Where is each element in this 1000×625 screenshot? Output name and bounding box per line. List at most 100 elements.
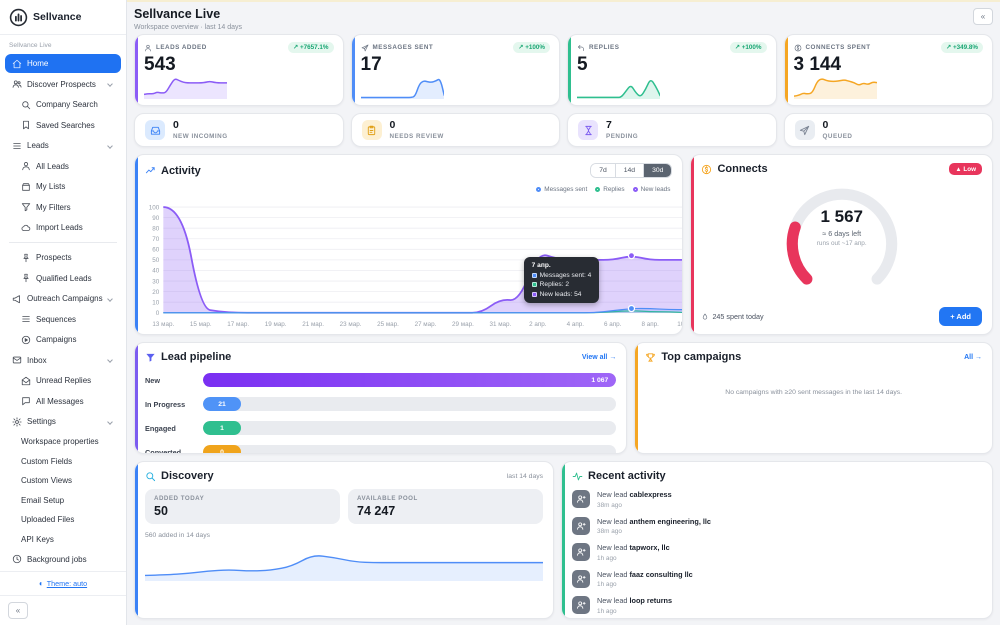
- list-icon: [12, 141, 22, 151]
- sidebar-item-uploaded-files[interactable]: Uploaded Files: [14, 511, 121, 529]
- svg-text:17 мар.: 17 мар.: [227, 321, 249, 328]
- lead-avatar-icon: [572, 516, 591, 535]
- sidebar-item-background-jobs[interactable]: Background jobs: [5, 550, 121, 569]
- sidebar-item-campaigns[interactable]: Campaigns: [14, 330, 121, 349]
- search-icon: [21, 100, 31, 110]
- charts-row: Activity 7d 14d 30d Messages sent Replies…: [134, 154, 993, 335]
- stat-card-leads-added[interactable]: LEADS ADDED ↗ +7657.1% 543: [134, 34, 344, 106]
- range-toggle: 7d 14d 30d: [590, 163, 673, 178]
- coin-icon: [701, 164, 712, 175]
- sidebar-item-label: Saved Searches: [36, 120, 95, 130]
- sidebar-item-all-messages[interactable]: All Messages: [14, 392, 121, 411]
- sidebar-item-inbox[interactable]: Inbox: [5, 351, 121, 370]
- funnel-icon: [145, 352, 156, 363]
- sidebar-item-discover-prospects[interactable]: Discover Prospects: [5, 75, 121, 94]
- sidebar-item-label: Unread Replies: [36, 376, 92, 385]
- tooltip-row-replies: Replies: 2: [531, 281, 592, 288]
- sidebar-item-home[interactable]: Home: [5, 54, 121, 73]
- sidebar-item-email-setup[interactable]: Email Setup: [14, 491, 121, 509]
- sidebar-item-unread-replies[interactable]: Unread Replies: [14, 371, 121, 390]
- chart-legend: Messages sent Replies New leads: [536, 186, 670, 193]
- activity-text: New lead tapworx, llc: [597, 543, 670, 552]
- top-strip: [127, 0, 1000, 2]
- add-connects-button[interactable]: + Add: [939, 307, 982, 326]
- svg-text:25 мар.: 25 мар.: [377, 321, 399, 328]
- legend-item-messages-sent[interactable]: Messages sent: [536, 186, 587, 193]
- stat-card-messages-sent[interactable]: MESSAGES SENT ↗ +100% 17: [350, 34, 560, 106]
- theme-icon: ◐: [38, 579, 44, 588]
- trophy-icon: [645, 352, 656, 363]
- campaigns-all-link[interactable]: All →: [964, 353, 982, 361]
- discovery-sparkline: [145, 543, 544, 581]
- mini-value: 7: [606, 119, 612, 132]
- sidebar-item-custom-fields[interactable]: Custom Fields: [14, 452, 121, 470]
- sidebar-item-leads[interactable]: Leads: [5, 136, 121, 155]
- sidebar-item-settings[interactable]: Settings: [5, 412, 121, 431]
- pipeline-row-converted: Converted 0: [145, 445, 617, 453]
- sidebar-item-label: Campaigns: [36, 335, 77, 344]
- campaigns-accent: [635, 343, 639, 453]
- spent-today: 245 spent today: [701, 312, 764, 321]
- activity-list-item[interactable]: New lead cablexpress 38m ago: [572, 490, 982, 509]
- activity-list-item[interactable]: New lead faaz consulting llc 1h ago: [572, 569, 982, 588]
- legend-item-new-leads[interactable]: New leads: [632, 186, 670, 193]
- sidebar-item-label: Settings: [27, 417, 56, 426]
- pipeline-view-all-link[interactable]: View all →: [581, 353, 617, 361]
- lead-avatar-icon: [572, 569, 591, 588]
- sidebar-item-qualified-leads[interactable]: Qualified Leads: [14, 269, 121, 288]
- tooltip-row-new-leads: New leads: 54: [531, 291, 592, 298]
- sidebar-item-my-lists[interactable]: My Lists: [14, 177, 121, 196]
- activity-list-item[interactable]: New lead anthem engineering, llc 38m ago: [572, 516, 982, 535]
- panel-collapse-button[interactable]: «: [973, 8, 993, 25]
- added-today-label: ADDED TODAY: [154, 495, 205, 502]
- activity-chart: 0 10 20 30 40 50 60 70 80 90 100 13 мар. 15 мар. 17 м…: [149, 204, 683, 328]
- mini-card-queued[interactable]: 0 QUEUED: [783, 113, 993, 147]
- pipeline-track: 0: [203, 445, 617, 453]
- app-name: Sellvance: [33, 11, 82, 23]
- sidebar-item-prospects[interactable]: Prospects: [14, 248, 121, 267]
- sidebar-item-label: Prospects: [36, 253, 72, 262]
- sidebar-item-label: Discover Prospects: [27, 79, 96, 89]
- sidebar-item-all-leads[interactable]: All Leads: [14, 157, 121, 176]
- sellvance-logo-icon: [9, 8, 28, 27]
- activity-chart-icon: [145, 165, 156, 176]
- stat-card-connects-spent[interactable]: CONNECTS SPENT ↗ +349.8% 3 144: [783, 34, 993, 106]
- activity-text: New lead cablexpress: [597, 490, 672, 499]
- stat-card-replies[interactable]: REPLIES ↗ +100% 5: [567, 34, 777, 106]
- sidebar-item-outreach-campaigns[interactable]: Outreach Campaigns: [5, 289, 121, 308]
- connects-panel: Connects ▲ Low 1 567 ≈ 6 days left runs …: [690, 154, 993, 335]
- legend-item-replies[interactable]: Replies: [595, 186, 625, 193]
- sidebar-item-custom-views[interactable]: Custom Views: [14, 472, 121, 490]
- logo[interactable]: Sellvance: [0, 0, 126, 35]
- mini-card-pending[interactable]: 7 PENDING: [567, 113, 777, 147]
- chevron-down-icon: [107, 357, 113, 363]
- sidebar-collapse-button[interactable]: «: [8, 602, 28, 619]
- mini-card-needs-review[interactable]: 0 NEEDS REVIEW: [350, 113, 560, 147]
- connects-runs-out: runs out ~17 апр.: [816, 240, 867, 247]
- sidebar-item-saved-searches[interactable]: Saved Searches: [14, 116, 121, 135]
- theme-toggle-link[interactable]: Theme: auto: [46, 579, 88, 588]
- pipeline-row: Lead pipeline View all → New 1 067 In Prog…: [134, 342, 993, 454]
- stat-value: 17: [360, 54, 382, 75]
- activity-list-item[interactable]: New lead loop returns 1h ago: [572, 596, 982, 615]
- pipeline-stage-value: 1 067: [591, 376, 609, 384]
- range-button-14d[interactable]: 14d: [614, 164, 644, 177]
- discovery-range-label: last 14 days: [506, 472, 544, 480]
- svg-text:30: 30: [152, 278, 159, 285]
- range-button-7d[interactable]: 7d: [591, 164, 615, 177]
- activity-list-item[interactable]: New lead tapworx, llc 1h ago: [572, 543, 982, 562]
- pipeline-track: 21: [203, 397, 617, 411]
- sidebar-item-sequences[interactable]: Sequences: [14, 310, 121, 329]
- sidebar-item-import-leads[interactable]: Import Leads: [14, 218, 121, 237]
- sidebar-item-label: Home: [27, 59, 49, 68]
- sidebar-item-label: My Filters: [36, 202, 71, 212]
- sidebar-collapse-row: «: [0, 595, 126, 625]
- range-button-30d[interactable]: 30d: [643, 164, 672, 177]
- sidebar-item-my-filters[interactable]: My Filters: [14, 198, 121, 217]
- sidebar-item-workspace-properties[interactable]: Workspace properties: [14, 433, 121, 451]
- mini-card-new-incoming[interactable]: 0 NEW INCOMING: [134, 113, 344, 147]
- activity-text: New lead anthem engineering, llc: [597, 516, 711, 526]
- sidebar-item-api-keys[interactable]: API Keys: [14, 530, 121, 548]
- mini-label: QUEUED: [822, 132, 853, 140]
- sidebar-item-company-search[interactable]: Company Search: [14, 95, 121, 114]
